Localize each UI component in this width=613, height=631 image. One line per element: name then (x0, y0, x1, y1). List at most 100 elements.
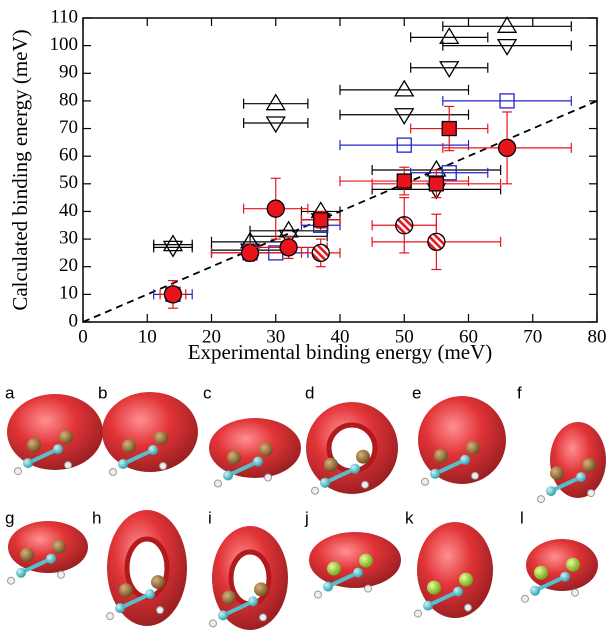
point (397, 174, 411, 188)
atom-x (434, 449, 448, 463)
panel-label: e (412, 383, 421, 402)
atom-x (359, 554, 373, 568)
y-tick-label: 90 (59, 62, 78, 83)
y-tick-label: 80 (59, 89, 78, 110)
atom-c (576, 472, 586, 482)
atom-h (572, 589, 579, 596)
x-tick-label: 0 (78, 326, 88, 347)
x-tick-label: 50 (395, 326, 414, 347)
atom-c (350, 464, 360, 474)
atom-x (582, 458, 596, 472)
figure: Experimental binding energy (meV) Calcul… (0, 0, 613, 631)
atom-h (365, 585, 372, 592)
point (498, 40, 516, 55)
orbital (309, 532, 401, 588)
x-tick-label: 30 (266, 326, 285, 347)
atom-h (215, 480, 222, 487)
x-tick-label: 20 (202, 326, 221, 347)
x-tick-label: 70 (523, 326, 542, 347)
atom-c (16, 568, 26, 578)
atom-c (248, 596, 258, 606)
atom-c (148, 445, 158, 455)
atom-h (15, 468, 22, 475)
atom-x (52, 540, 66, 554)
atom-h (210, 620, 217, 627)
atom-x (227, 451, 241, 465)
atom-c (253, 457, 263, 467)
atom-h (472, 472, 479, 479)
atom-h (538, 496, 545, 503)
point (312, 244, 329, 261)
atom-h (160, 463, 167, 470)
y-tick-label: 110 (50, 6, 78, 27)
y-tick-label: 10 (59, 283, 78, 304)
x-tick-label: 10 (138, 326, 157, 347)
atom-h (312, 487, 319, 494)
atom-c (530, 586, 540, 596)
atom-c (115, 603, 125, 613)
atom-h (110, 469, 117, 476)
y-axis-label: Calculated binding energy (meV) (8, 29, 32, 310)
orbital (8, 521, 88, 573)
atom-x (259, 443, 273, 457)
orbital (102, 392, 198, 472)
atom-c (46, 554, 56, 564)
point (428, 233, 445, 250)
orbital (526, 539, 598, 591)
atom-c (218, 610, 228, 620)
panel-label: d (305, 383, 314, 402)
atom-x (534, 566, 548, 580)
atom-h (415, 610, 422, 617)
x-tick-label: 80 (588, 326, 607, 347)
atom-x (566, 558, 580, 572)
atom-h (65, 462, 72, 469)
point (164, 286, 181, 303)
x-error-bar (443, 41, 572, 51)
atom-c (546, 486, 556, 496)
panel-label: i (208, 508, 212, 527)
atom-x (550, 466, 564, 480)
point (267, 200, 284, 217)
atom-h (362, 481, 369, 488)
point (267, 95, 285, 110)
point (429, 177, 443, 191)
point (164, 241, 182, 256)
atom-h (522, 595, 529, 602)
orbital (7, 394, 103, 470)
point (498, 17, 516, 32)
atom-x (119, 583, 133, 597)
atom-c (118, 459, 128, 469)
y-tick-label: 20 (59, 255, 78, 276)
panel-label: b (98, 383, 107, 402)
panel-label: l (520, 508, 524, 527)
panel-label: a (5, 383, 15, 402)
panel-label: g (5, 508, 14, 527)
atom-c (223, 471, 233, 481)
atom-x (327, 562, 341, 576)
panel-label: j (304, 508, 309, 527)
point (280, 239, 297, 256)
x-error-bar (244, 99, 308, 109)
x-error-bar (443, 96, 572, 106)
atom-x (466, 441, 480, 455)
atom-x (20, 548, 34, 562)
atom-c (453, 587, 463, 597)
atom-x (222, 590, 236, 604)
x-error-bar (411, 32, 488, 42)
atom-h (315, 591, 322, 598)
x-tick-label: 60 (459, 326, 478, 347)
y-tick-label: 40 (59, 200, 78, 221)
y-tick-label: 0 (69, 310, 79, 331)
atom-c (23, 458, 33, 468)
y-tick-label: 60 (59, 145, 78, 166)
atom-x (427, 581, 441, 595)
x-tick-label: 40 (331, 326, 350, 347)
atom-c (320, 478, 330, 488)
atom-h (265, 474, 272, 481)
x-error-bar (443, 21, 572, 31)
point (499, 139, 516, 156)
atom-h (465, 604, 472, 611)
atom-c (423, 601, 433, 611)
atom-c (53, 444, 63, 454)
panel-label: c (203, 383, 212, 402)
